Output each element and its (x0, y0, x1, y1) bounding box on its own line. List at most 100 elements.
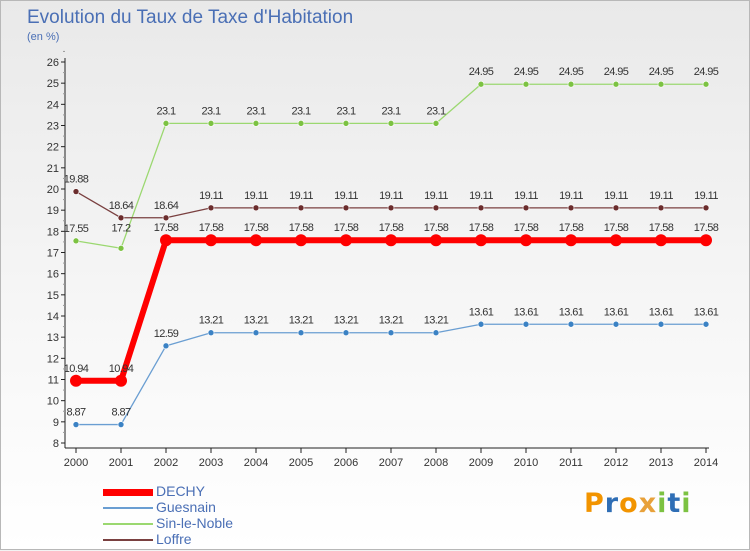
data-point (387, 120, 395, 127)
data-point (297, 120, 305, 127)
x-tick-label: 2007 (379, 457, 403, 469)
legend-swatch (103, 523, 153, 525)
data-point (70, 374, 82, 387)
data-label: 13.21 (199, 315, 224, 327)
data-label: 24.95 (514, 66, 539, 78)
data-label: 19.11 (379, 190, 403, 202)
data-label: 17.2 (111, 222, 130, 234)
data-point (205, 234, 217, 247)
data-point (340, 234, 352, 247)
data-point (207, 120, 215, 127)
data-label: 19.11 (424, 190, 448, 202)
logo-letter: o (619, 488, 639, 519)
data-point (565, 234, 577, 247)
y-tick-label: 18 (47, 226, 59, 238)
data-label: 19.11 (604, 190, 628, 202)
data-label: 17.58 (244, 222, 269, 234)
data-label: 13.21 (379, 315, 404, 327)
data-label: 13.21 (289, 315, 314, 327)
data-point (115, 374, 127, 387)
y-tick-label: 12 (47, 353, 59, 365)
data-label: 17.58 (379, 222, 404, 234)
x-tick-label: 2011 (559, 457, 583, 469)
data-label: 19.11 (559, 190, 583, 202)
data-point (522, 204, 530, 212)
data-point (342, 204, 350, 212)
data-point (162, 120, 170, 127)
data-point (162, 214, 170, 222)
legend-swatch (103, 507, 153, 509)
y-tick-label: 15 (47, 290, 59, 302)
logo-letter: x (638, 488, 658, 519)
data-point (702, 320, 710, 328)
data-point (250, 234, 262, 247)
y-tick-label: 19 (47, 205, 59, 217)
data-label: 13.21 (424, 315, 449, 327)
data-point (475, 234, 487, 247)
data-label: 19.11 (244, 190, 268, 202)
data-label: 17.58 (289, 222, 314, 234)
data-point (162, 342, 170, 350)
legend-label: Loffre (156, 531, 192, 547)
x-tick-label: 2014 (694, 457, 718, 469)
x-tick-label: 2006 (334, 457, 358, 469)
data-label: 23.1 (156, 105, 175, 117)
data-point (477, 80, 485, 88)
data-label: 17.58 (514, 222, 539, 234)
data-point (610, 234, 622, 247)
data-point (117, 214, 125, 222)
data-point (612, 320, 620, 328)
data-point (342, 120, 350, 127)
data-point (522, 320, 530, 328)
data-point (252, 329, 260, 337)
data-point (612, 80, 620, 88)
legend-label: DECHY (156, 483, 206, 499)
data-label: 17.55 (64, 223, 89, 235)
data-point (657, 204, 665, 212)
y-tick-label: 11 (48, 375, 59, 387)
data-label: 13.61 (694, 306, 719, 318)
data-point (72, 237, 80, 245)
logo-letter: i (681, 488, 692, 519)
data-point (207, 329, 215, 337)
data-label: 19.11 (514, 190, 538, 202)
data-point (297, 204, 305, 212)
data-point (567, 320, 575, 328)
y-tick-label: 22 (47, 142, 59, 154)
data-point (520, 234, 532, 247)
data-point (522, 80, 530, 88)
data-label: 24.95 (694, 66, 719, 78)
data-label: 13.21 (244, 315, 269, 327)
x-tick-label: 2004 (244, 457, 268, 469)
y-tick-label: 17 (47, 248, 59, 260)
data-point (385, 234, 397, 247)
data-label: 17.58 (424, 222, 449, 234)
data-label: 17.58 (604, 222, 629, 234)
data-label: 13.61 (514, 306, 539, 318)
y-tick-label: 13 (47, 332, 59, 344)
data-label: 23.1 (336, 105, 355, 117)
data-point (477, 204, 485, 212)
data-point (387, 204, 395, 212)
data-point (655, 234, 667, 247)
data-point (567, 204, 575, 212)
y-tick-label: 25 (47, 78, 59, 90)
data-label: 19.11 (649, 190, 673, 202)
data-point (657, 320, 665, 328)
legend-swatch (103, 488, 153, 496)
data-label: 19.11 (694, 190, 718, 202)
data-label: 19.88 (64, 174, 89, 186)
data-label: 13.61 (604, 306, 629, 318)
data-point (612, 204, 620, 212)
data-label: 19.11 (334, 190, 358, 202)
data-point (700, 234, 712, 247)
x-tick-label: 2008 (424, 457, 448, 469)
data-label: 10.94 (64, 363, 89, 375)
data-point (207, 204, 215, 212)
data-label: 17.58 (559, 222, 584, 234)
data-point (567, 80, 575, 88)
data-label: 23.1 (426, 105, 445, 117)
logo-letter: t (667, 488, 682, 519)
data-point (702, 204, 710, 212)
